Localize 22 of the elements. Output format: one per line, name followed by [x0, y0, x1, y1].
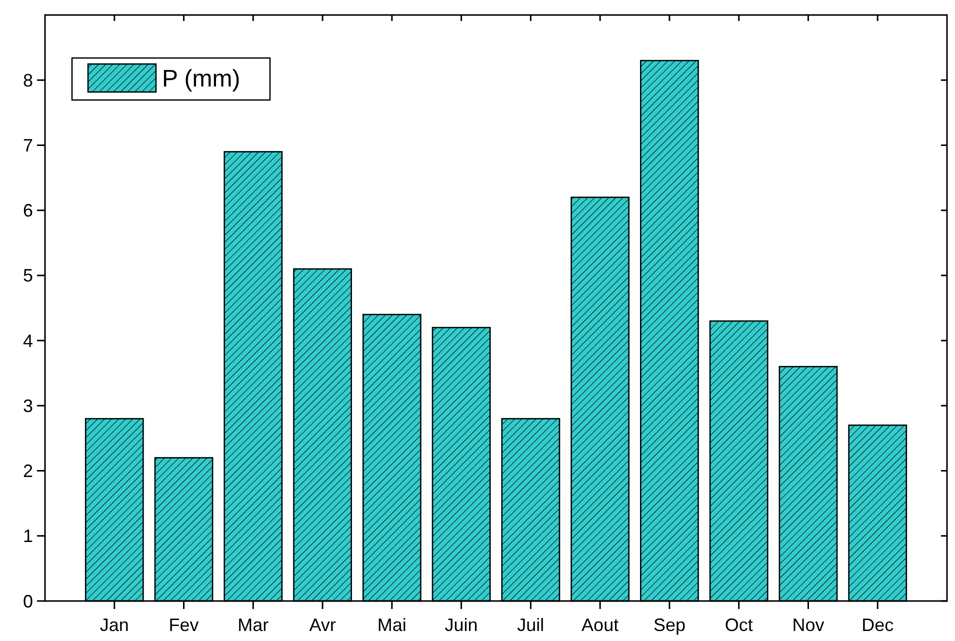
y-tick-label: 7: [22, 136, 33, 156]
x-tick-label: Sep: [653, 615, 686, 635]
y-tick-label: 0: [22, 591, 33, 612]
y-tick-label: 1: [22, 526, 33, 546]
x-tick-label: Juil: [517, 615, 544, 635]
x-tick-label: Jan: [100, 615, 129, 635]
y-tick-label: 8: [22, 70, 33, 90]
x-tick-label: Avr: [309, 615, 336, 635]
x-tick-label: Mar: [238, 615, 269, 635]
x-tick-label: Nov: [792, 615, 824, 635]
y-tick-label: 3: [22, 396, 33, 416]
x-tick-label: Oct: [724, 615, 753, 635]
y-tick-label: 2: [22, 461, 33, 482]
legend-label: P (mm): [162, 65, 240, 92]
x-tick-label: Aout: [582, 615, 619, 635]
x-tick-label: Mai: [377, 615, 406, 635]
x-tick-label: Dec: [862, 615, 894, 635]
y-tick-label: 5: [22, 266, 33, 286]
x-tick-label: Fev: [168, 615, 199, 635]
x-tick-label: Juin: [444, 615, 478, 635]
y-tick-label: 6: [22, 200, 33, 221]
y-tick-label: 4: [22, 330, 33, 351]
